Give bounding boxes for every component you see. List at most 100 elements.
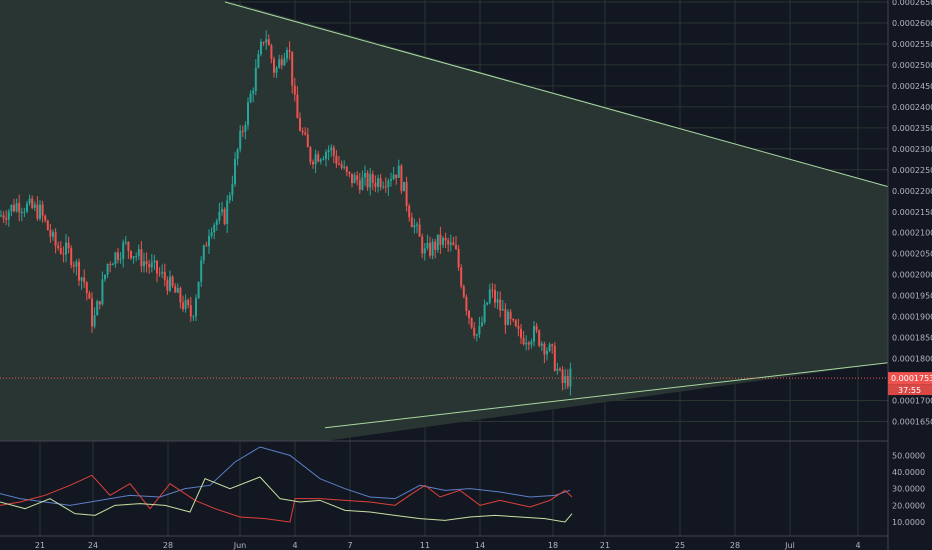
- candle-body: [98, 301, 101, 305]
- candle-body: [80, 277, 83, 281]
- candle-body: [366, 172, 369, 188]
- price-tick-label: 0.00021000: [892, 229, 932, 238]
- candle-body: [395, 174, 398, 178]
- candle-body: [187, 299, 190, 306]
- candle-body: [499, 299, 502, 311]
- candle-body: [10, 205, 13, 212]
- candle-body: [265, 39, 268, 43]
- indicator-tick-label: 20.0000: [892, 501, 925, 510]
- candle-body: [143, 261, 145, 267]
- current-price-label: 0.00017535: [891, 374, 932, 383]
- candle-body: [442, 237, 444, 245]
- candle-body: [507, 311, 509, 325]
- candle-body: [553, 346, 556, 371]
- candle-body: [148, 264, 151, 268]
- candle-body: [475, 334, 478, 336]
- candle-body: [213, 224, 216, 233]
- candle-body: [278, 59, 281, 68]
- candle-body: [379, 178, 382, 187]
- candle-body: [127, 241, 130, 251]
- candle-body: [392, 174, 395, 180]
- candle-body: [421, 236, 424, 254]
- price-tick-label: 0.00019500: [892, 292, 932, 301]
- candle-body: [301, 130, 304, 133]
- current-price-badge: [888, 372, 932, 385]
- candle-body: [556, 368, 559, 371]
- candle-body: [314, 154, 317, 165]
- candle-body: [223, 209, 226, 224]
- candle-body: [299, 118, 301, 131]
- candle-body: [527, 342, 530, 345]
- candle-body: [226, 200, 229, 224]
- candle-body: [132, 256, 135, 259]
- candle-body: [449, 242, 452, 245]
- candle-body: [387, 180, 390, 188]
- candle-body: [559, 368, 561, 370]
- candle-body: [117, 252, 119, 260]
- candle-body: [124, 241, 127, 243]
- indicator-tick-label: 40.0000: [892, 468, 925, 477]
- candle-body: [104, 274, 106, 280]
- price-tick-label: 0.00025500: [892, 40, 932, 49]
- candle-body: [566, 376, 569, 387]
- candle-body: [67, 242, 70, 249]
- candle-body: [460, 267, 463, 287]
- candle-body: [184, 299, 187, 310]
- candle-body: [161, 271, 164, 274]
- candle-body: [551, 344, 554, 347]
- candle-body: [137, 249, 140, 256]
- candle-body: [36, 204, 39, 219]
- candle-body: [15, 203, 18, 212]
- price-tick-label: 0.00024500: [892, 82, 932, 91]
- candle-body: [364, 172, 366, 178]
- candle-body: [452, 242, 455, 246]
- trendlines[interactable]: [224, 1, 889, 429]
- candle-body: [384, 186, 387, 188]
- price-tick-label: 0.00016500: [892, 418, 932, 427]
- candle-body: [369, 174, 372, 188]
- candle-body: [91, 298, 93, 327]
- trendline-1[interactable]: [324, 362, 889, 429]
- candle-body: [546, 350, 548, 355]
- candle-body: [470, 317, 473, 328]
- candle-body: [481, 322, 483, 326]
- candle-body: [59, 248, 62, 254]
- candle-body: [150, 262, 153, 268]
- candle-body: [504, 309, 507, 325]
- indicator-lines: [0, 446, 573, 523]
- candle-body: [332, 147, 335, 156]
- grid: [0, 0, 888, 536]
- candle-body: [114, 252, 117, 265]
- indicator-axis: 50.0000 40.0000 30.0000 20.0000 10.0000: [892, 451, 925, 527]
- price-tick-label: 0.00023500: [892, 124, 932, 133]
- candle-body: [202, 245, 205, 261]
- candle-body: [182, 302, 184, 310]
- candle-body: [517, 326, 520, 329]
- candle-body: [358, 180, 361, 190]
- candle-body: [457, 248, 460, 268]
- candle-body: [330, 147, 333, 151]
- candle-body: [88, 293, 91, 299]
- candle-body: [462, 286, 465, 297]
- candle-body: [512, 319, 515, 321]
- candle-body: [23, 211, 26, 213]
- candle-body: [189, 305, 192, 317]
- candle-body: [540, 343, 543, 346]
- time-tick-label: 18: [548, 541, 558, 550]
- trendline-0[interactable]: [224, 1, 889, 188]
- candle-body: [561, 369, 564, 384]
- candle-body: [280, 59, 283, 66]
- candle-body: [93, 315, 96, 327]
- price-axis: 0.00026500 0.00026000 0.00025500 0.00025000…: [892, 0, 932, 427]
- candle-body: [249, 93, 252, 103]
- candle-body: [158, 273, 161, 275]
- current-price-line: 0.00017535 37:55: [0, 372, 932, 396]
- candle-body: [335, 155, 338, 164]
- candle-body: [111, 264, 114, 266]
- candle-body: [522, 337, 525, 345]
- price-tick-label: 0.00021500: [892, 208, 932, 217]
- candle-body: [569, 368, 572, 387]
- candle-body: [340, 164, 343, 168]
- candle-body: [262, 41, 265, 43]
